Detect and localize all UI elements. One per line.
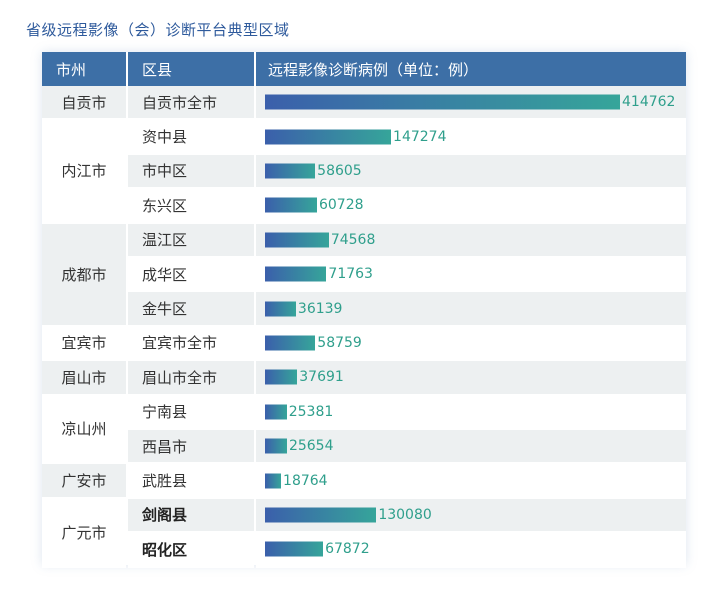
city-cell: 凉山州 [42,395,126,465]
district-cell: 成华区 [128,258,254,293]
city-cell: 自贡市 [42,86,126,121]
value-cell: 36139 [256,292,686,327]
bar-value-label: 67872 [325,541,370,558]
bar-value-label: 37691 [299,369,344,386]
district-cell: 温江区 [128,223,254,258]
value-cell: 37691 [256,361,686,396]
bar [265,473,282,489]
value-cell: 414762 [256,86,686,121]
city-cell: 内江市 [42,120,126,224]
bar [265,335,316,351]
header-cases: 远程影像诊断病例（单位：例） [256,52,686,86]
bar-value-label: 58605 [317,162,362,179]
bar-value-label: 25654 [288,438,334,455]
value-cell: 58759 [256,326,686,362]
bar-value-label: 414762 [622,94,676,111]
district-cell: 昭化区 [128,533,254,568]
value-cell: 58605 [256,154,686,190]
city-cell: 广元市 [42,498,126,568]
bar [265,369,298,385]
bar-value-label: 36139 [297,300,343,317]
bar [265,94,620,110]
bar [265,163,316,179]
district-cell: 西昌市 [128,430,254,465]
bar-value-label: 147274 [393,128,447,145]
bar-value-label: 58759 [317,334,362,351]
value-cell: 74568 [256,223,686,258]
district-cell: 东兴区 [128,189,254,224]
bar-value-label: 18764 [283,472,328,489]
value-cell: 18764 [256,464,686,499]
district-cell: 自贡市全市 [128,86,254,121]
bar-value-label: 25381 [288,403,334,420]
bar-value-label: 130080 [378,506,432,523]
bar-value-label: 74568 [330,231,376,248]
bar [265,197,317,213]
bar [265,232,329,248]
value-cell: 147274 [256,120,686,155]
header-district: 区县 [128,52,254,86]
city-cell: 成都市 [42,223,126,327]
value-cell: 71763 [256,258,686,293]
city-cell: 宜宾市 [42,326,126,362]
value-cell: 25381 [256,395,686,430]
bar [265,438,287,454]
district-cell: 宁南县 [128,395,254,430]
district-cell: 宜宾市全市 [128,326,254,362]
data-table: 市州 区县 远程影像诊断病例（单位：例） 自贡市 内江市 成都市 宜宾市 眉山市 凉山州广… [42,52,686,568]
value-cell: 67872 [256,533,686,568]
bar [265,507,377,523]
city-cell: 广安市 [42,464,126,499]
bar-value-label: 60728 [318,197,364,214]
bar [265,129,392,145]
header-city: 市州 [42,52,126,86]
header-cases-label: 远程影像诊断病例（单位：例） [268,60,479,79]
bar [265,266,327,282]
city-cell: 眉山市 [42,361,126,396]
district-cell: 资中县 [128,120,254,155]
bar [265,404,287,420]
district-cell: 剑阁县 [128,498,254,534]
value-cell: 60728 [256,189,686,224]
district-cell: 市中区 [128,154,254,190]
page-title: 省级远程影像（会）诊断平台典型区域 [26,21,290,39]
header-city-label: 市州 [56,60,87,79]
value-cell: 25654 [256,430,686,465]
district-cell: 眉山市全市 [128,361,254,396]
bar [265,541,324,557]
bar-value-label: 71763 [328,266,373,283]
header-district-label: 区县 [142,60,173,79]
value-cell: 130080 [256,498,686,534]
bar [265,301,296,317]
district-cell: 金牛区 [128,292,254,327]
district-cell: 武胜县 [128,464,254,499]
